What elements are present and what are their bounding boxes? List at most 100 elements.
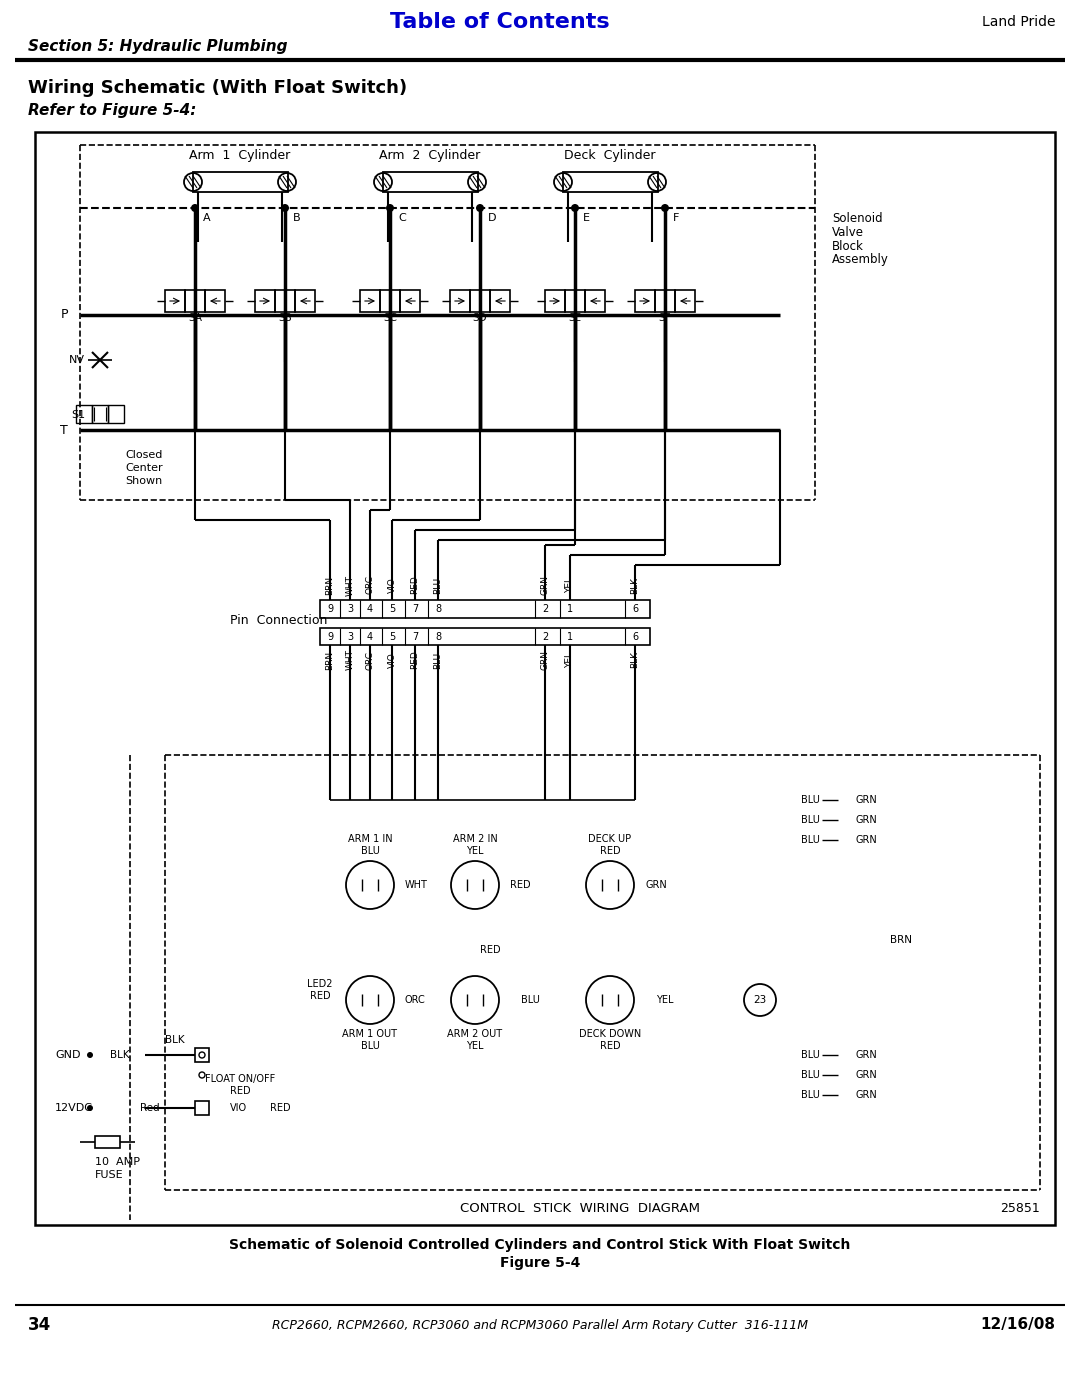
Text: CONTROL  STICK  WIRING  DIAGRAM: CONTROL STICK WIRING DIAGRAM	[460, 1201, 700, 1214]
Text: SC: SC	[383, 313, 397, 323]
Text: GRN: GRN	[540, 576, 550, 595]
Text: Schematic of Solenoid Controlled Cylinders and Control Stick With Float Switch: Schematic of Solenoid Controlled Cylinde…	[229, 1238, 851, 1252]
Text: Land Pride: Land Pride	[982, 15, 1055, 29]
Text: 8: 8	[435, 631, 441, 643]
Text: S1: S1	[71, 409, 85, 420]
Text: T: T	[60, 423, 68, 436]
Text: 7: 7	[411, 604, 418, 615]
Text: BRN: BRN	[890, 935, 912, 944]
Text: BLU: BLU	[801, 814, 820, 826]
Text: 12VDC: 12VDC	[55, 1104, 93, 1113]
Text: C: C	[399, 212, 406, 224]
Text: DECK UP
RED: DECK UP RED	[589, 834, 632, 856]
Text: Arm  1  Cylinder: Arm 1 Cylinder	[189, 148, 291, 162]
Bar	[92, 405, 108, 423]
Text: BLK: BLK	[631, 577, 639, 594]
Text: 25851: 25851	[1000, 1201, 1040, 1214]
Text: Center: Center	[125, 462, 163, 474]
Text: NV: NV	[69, 355, 85, 365]
Text: 7: 7	[411, 631, 418, 643]
Text: FUSE: FUSE	[95, 1171, 123, 1180]
Circle shape	[87, 1052, 93, 1058]
Text: 9: 9	[327, 604, 333, 615]
Text: 2: 2	[542, 604, 549, 615]
Text: Section 5: Hydraulic Plumbing: Section 5: Hydraulic Plumbing	[28, 39, 287, 53]
Text: P: P	[60, 309, 68, 321]
Text: 34: 34	[28, 1316, 51, 1334]
Text: Table of Contents: Table of Contents	[390, 13, 610, 32]
Text: E: E	[583, 212, 590, 224]
Text: GRN: GRN	[855, 835, 877, 845]
Circle shape	[87, 1105, 93, 1111]
Text: BLU: BLU	[801, 1051, 820, 1060]
Text: SD: SD	[473, 313, 487, 323]
Text: Red: Red	[140, 1104, 160, 1113]
Circle shape	[661, 204, 669, 212]
Circle shape	[571, 204, 579, 212]
Bar	[635, 291, 654, 312]
Bar	[320, 629, 650, 645]
Bar	[654, 291, 675, 312]
Text: WHT: WHT	[346, 574, 354, 595]
Text: ARM 1 IN
BLU: ARM 1 IN BLU	[348, 834, 392, 856]
Text: BLK: BLK	[110, 1051, 130, 1060]
Text: Wiring Schematic (With Float Switch): Wiring Schematic (With Float Switch)	[28, 80, 407, 96]
Circle shape	[191, 204, 199, 212]
Circle shape	[386, 204, 394, 212]
Text: BRN: BRN	[325, 651, 335, 669]
Text: VIO: VIO	[388, 652, 396, 668]
Text: F: F	[673, 212, 679, 224]
Text: GRN: GRN	[855, 1070, 877, 1080]
Bar	[383, 172, 478, 191]
Bar	[450, 291, 470, 312]
Bar	[195, 1048, 210, 1062]
Text: 5: 5	[389, 631, 395, 643]
Bar	[563, 172, 658, 191]
Text: ARM 2 IN
YEL: ARM 2 IN YEL	[453, 834, 498, 856]
Bar	[193, 172, 288, 191]
Text: ARM 2 OUT
YEL: ARM 2 OUT YEL	[447, 1030, 502, 1051]
Text: BLU: BLU	[801, 1070, 820, 1080]
Text: YEL: YEL	[657, 995, 674, 1004]
Text: GRN: GRN	[540, 650, 550, 671]
Bar	[380, 291, 400, 312]
Text: BRN: BRN	[325, 576, 335, 595]
Text: 3: 3	[347, 631, 353, 643]
Text: Deck  Cylinder: Deck Cylinder	[564, 148, 656, 162]
Text: DECK DOWN
RED: DECK DOWN RED	[579, 1030, 642, 1051]
Text: A: A	[203, 212, 211, 224]
Text: GRN: GRN	[855, 814, 877, 826]
Text: YEL: YEL	[566, 577, 575, 592]
Text: ARM 1 OUT
BLU: ARM 1 OUT BLU	[342, 1030, 397, 1051]
Bar	[35, 131, 1055, 1225]
Text: Shown: Shown	[125, 476, 162, 486]
Text: Block: Block	[832, 239, 864, 253]
Text: 3: 3	[347, 604, 353, 615]
Text: 12/16/08: 12/16/08	[980, 1317, 1055, 1333]
Text: 8: 8	[435, 604, 441, 615]
Text: Solenoid: Solenoid	[832, 211, 882, 225]
Text: GRN: GRN	[645, 880, 666, 890]
Text: 4: 4	[367, 631, 373, 643]
Bar	[360, 291, 380, 312]
Text: Figure 5-4: Figure 5-4	[500, 1256, 580, 1270]
Text: BLU: BLU	[433, 577, 443, 594]
Bar	[675, 291, 696, 312]
Bar	[490, 291, 510, 312]
Text: SB: SB	[279, 313, 292, 323]
Bar	[585, 291, 605, 312]
Bar	[295, 291, 315, 312]
Bar	[95, 1136, 120, 1148]
Text: Pin  Connection: Pin Connection	[230, 615, 327, 627]
Text: BLK: BLK	[165, 1035, 185, 1045]
Text: GRN: GRN	[855, 1051, 877, 1060]
Text: BLU: BLU	[521, 995, 539, 1004]
Bar	[205, 291, 225, 312]
Text: VIO: VIO	[388, 577, 396, 592]
Text: ORC: ORC	[405, 995, 426, 1004]
Text: BLK: BLK	[631, 651, 639, 669]
Text: B: B	[293, 212, 300, 224]
Text: RCP2660, RCPM2660, RCP3060 and RCPM3060 Parallel Arm Rotary Cutter  316-111M: RCP2660, RCPM2660, RCP3060 and RCPM3060 …	[272, 1319, 808, 1331]
Text: RED: RED	[270, 1104, 291, 1113]
Text: YEL: YEL	[566, 652, 575, 668]
